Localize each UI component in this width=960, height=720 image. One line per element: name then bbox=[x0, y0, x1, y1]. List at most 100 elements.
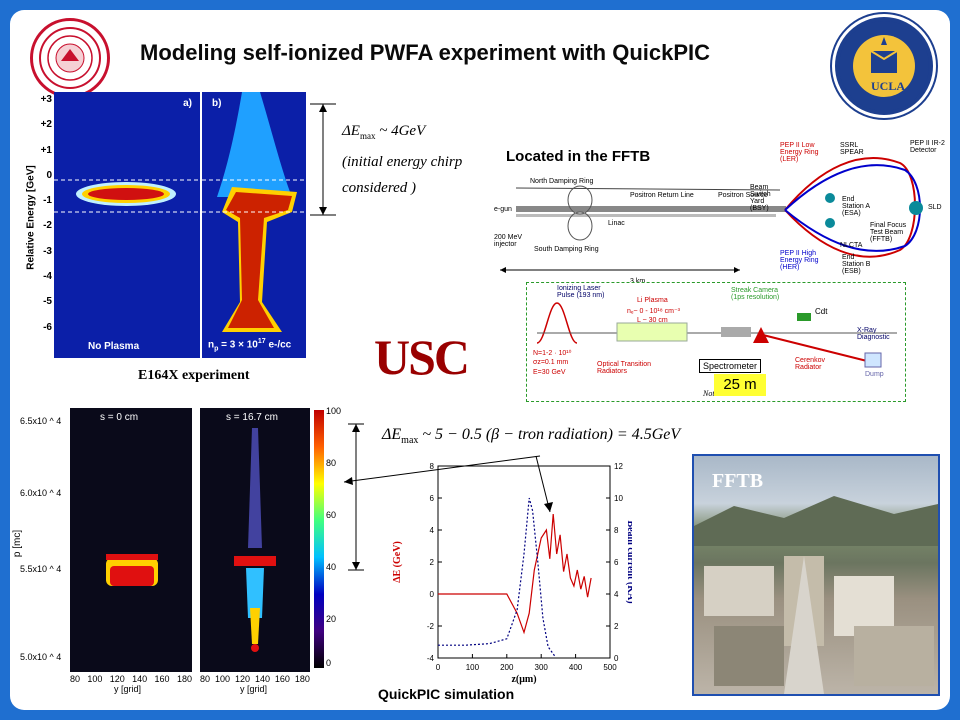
y-tick-label: 4 bbox=[430, 526, 435, 535]
simulation-phase-space: p [mc] 6.5x10 ^ 4 6.0x10 ^ 4 5.5x10 ^ 4 … bbox=[12, 398, 344, 694]
ucla-seal: UCLA bbox=[832, 14, 936, 118]
map-label-fftb: Final Focus Test Beam (FFTB) bbox=[870, 222, 907, 243]
energy-note-line1: ΔEmax ~ 4GeV bbox=[342, 118, 462, 149]
ucla-seal-icon bbox=[839, 21, 929, 111]
seal-icon bbox=[39, 27, 101, 89]
y-tick: +1 bbox=[40, 144, 52, 156]
y-tick-label: 0 bbox=[430, 590, 435, 599]
formula-rest: ~ 5 − 0.5 (β − tron radiation) = 4.5GeV bbox=[418, 426, 681, 443]
y-tick: 0 bbox=[46, 169, 52, 181]
map-label-pep-ler: PEP II Low Energy Ring (LER) bbox=[780, 142, 819, 163]
formula-sub: max bbox=[401, 435, 419, 447]
sim-x-ticks-1: 80 100 120 140 160 180 bbox=[70, 674, 192, 684]
map-label-spear: SSRL SPEAR bbox=[840, 142, 864, 156]
x-tick-label: 100 bbox=[466, 663, 480, 672]
sim-x-ticks-2: 80 100 120 140 160 180 bbox=[200, 674, 310, 684]
sim-caption: QuickPIC simulation bbox=[378, 686, 515, 702]
map-label-ps: Positron Source bbox=[718, 192, 768, 199]
y-axis-label: ΔE (GeV) bbox=[392, 541, 403, 583]
x-tick-label: 300 bbox=[535, 663, 549, 672]
y2-tick-label: 8 bbox=[614, 526, 619, 535]
current-series-line bbox=[438, 497, 556, 657]
map-label-nlcta: NLCTA bbox=[840, 242, 863, 249]
slide: Modeling self-ionized PWFA experiment wi… bbox=[10, 10, 950, 710]
sim-bracket bbox=[343, 423, 553, 571]
map-label-esa: End Station A (ESA) bbox=[842, 196, 870, 217]
x-axis-label: z(μm) bbox=[511, 674, 536, 685]
map-label-prl: Positron Return Line bbox=[630, 192, 694, 199]
y-tick: -4 bbox=[43, 271, 52, 283]
x-tick-label: 500 bbox=[603, 663, 617, 672]
setup-ne: nₑ~ 0 - 10¹⁸ cm⁻³ bbox=[627, 308, 681, 315]
plasma-n-sub: p bbox=[214, 345, 219, 352]
panel-a-art bbox=[54, 179, 200, 213]
y2-tick-label: 10 bbox=[614, 494, 623, 503]
colorbar-tick: 100 bbox=[326, 406, 342, 416]
x-tick: 180 bbox=[294, 674, 310, 684]
experiment-caption: E164X experiment bbox=[138, 368, 250, 383]
map-label-bsy: Beam Switch Yard (BSY) bbox=[750, 184, 771, 212]
colorbar-ticks: 100 80 60 40 20 0 bbox=[326, 406, 348, 668]
plasma-exp: 17 bbox=[257, 337, 266, 345]
formula-delta: ΔE bbox=[382, 426, 402, 443]
usc-logo: USC bbox=[374, 329, 470, 385]
map-label-sld: SLD bbox=[928, 204, 942, 211]
map-label-esb: End Station B (ESB) bbox=[842, 254, 871, 275]
energy-note-line3: considered ) bbox=[342, 180, 417, 196]
chart-frame bbox=[437, 465, 611, 659]
setup-spectrometer: Spectrometer bbox=[699, 359, 762, 373]
fftb-heading: Located in the FFTB bbox=[506, 148, 651, 165]
sim-panel-1: s = 0 cm bbox=[70, 408, 192, 672]
map-label-pep-her: PEP II High Energy Ring (HER) bbox=[780, 250, 819, 271]
map-label-egun: e-gun bbox=[494, 206, 512, 213]
x-tick: 80 bbox=[70, 674, 81, 684]
map-label-injector: 200 MeV injector bbox=[494, 234, 523, 248]
sim-panel-2-title: s = 16.7 cm bbox=[226, 412, 278, 423]
colorbar-tick: 60 bbox=[326, 510, 337, 520]
sim-panel-1-art bbox=[106, 554, 158, 586]
energy-current-chart: 0 100 200 300 400 500 8 6 4 2 0 -2 -4 12 10 8 6 4 2 0 z(μm) Δ… bbox=[392, 462, 632, 685]
sim-formula: ΔEmax ~ 5 − 0.5 (β − tron radiation) = 4… bbox=[382, 426, 680, 446]
energy-spread-bracket bbox=[310, 103, 336, 216]
sim-x-label-2: y [grid] bbox=[240, 684, 268, 694]
plasma-value: = 3 × 10 bbox=[218, 339, 258, 350]
sim-panel-2: s = 16.7 cm bbox=[200, 408, 310, 672]
x-tick: 120 bbox=[234, 674, 250, 684]
x-tick: 100 bbox=[214, 674, 230, 684]
y-tick: -5 bbox=[43, 296, 52, 308]
map-label-sdr: South Damping Ring bbox=[534, 246, 599, 253]
y-tick-label: -4 bbox=[427, 654, 435, 663]
colorbar-tick: 0 bbox=[326, 658, 332, 668]
plasma-unit: e-/cc bbox=[265, 339, 292, 350]
slac-map: North Damping Ring Positron Return Line … bbox=[480, 128, 950, 288]
y-tick: -6 bbox=[43, 321, 52, 333]
sim-y-tick: 5.0x10 ^ 4 bbox=[20, 652, 62, 662]
spectrum-panel-b: b) np = 3 × 1017 e-/cc bbox=[202, 92, 306, 358]
x-tick: 140 bbox=[254, 674, 270, 684]
ucla-seal-school: UCLA bbox=[871, 79, 906, 93]
university-seal-left bbox=[30, 18, 110, 98]
x-tick-label: 400 bbox=[569, 663, 583, 672]
sim-panel-2-art bbox=[234, 428, 276, 652]
plasma-density-label: np = 3 × 1017 e-/cc bbox=[208, 338, 291, 352]
x-tick: 120 bbox=[109, 674, 125, 684]
sim-y-ticks: 6.5x10 ^ 4 6.0x10 ^ 4 5.5x10 ^ 4 5.0x10 … bbox=[20, 416, 64, 666]
y2-tick-label: 12 bbox=[614, 462, 623, 471]
setup-xray: X-Ray Diagnostic bbox=[857, 327, 890, 341]
map-label-ir2: PEP II IR-2 Detector bbox=[910, 140, 945, 154]
delta-e-sub: max bbox=[359, 131, 376, 141]
setup-cdt: Cdt bbox=[815, 307, 828, 316]
x-tick: 180 bbox=[176, 674, 192, 684]
sim-panel-1-title: s = 0 cm bbox=[100, 412, 139, 423]
y2-axis-label: Beam current (KA) bbox=[625, 520, 632, 603]
y-tick: -3 bbox=[43, 245, 52, 257]
energy-note: ΔEmax ~ 4GeV (initial energy chirp consi… bbox=[342, 118, 462, 201]
y-ticks: +3 +2 +1 0 -1 -2 -3 -4 -5 -6 bbox=[28, 94, 52, 356]
map-label-km: 3 km bbox=[630, 278, 645, 285]
y2-tick-label: 0 bbox=[614, 654, 619, 663]
x-tick: 160 bbox=[154, 674, 170, 684]
setup-otr: Optical Transition Radiators bbox=[597, 361, 652, 375]
y-tick-label: 6 bbox=[430, 494, 435, 503]
setup-art bbox=[536, 302, 897, 368]
fftb-photo-art bbox=[694, 496, 938, 694]
